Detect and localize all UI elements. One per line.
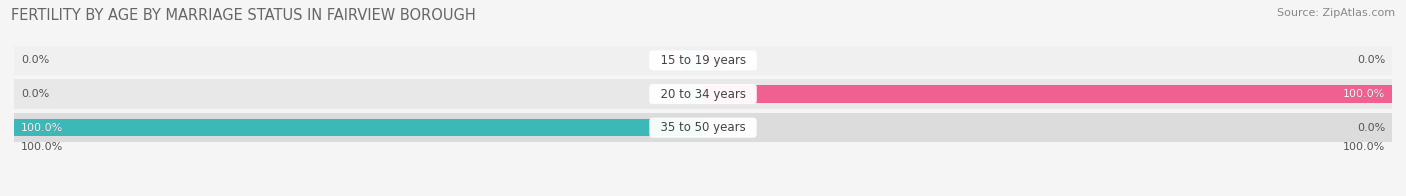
Text: 100.0%: 100.0% <box>1343 89 1385 99</box>
Text: 0.0%: 0.0% <box>21 89 49 99</box>
Bar <box>14 119 703 136</box>
Bar <box>703 85 1392 103</box>
Text: 100.0%: 100.0% <box>1343 142 1385 152</box>
Bar <box>703 52 724 69</box>
Text: 100.0%: 100.0% <box>21 142 63 152</box>
Bar <box>14 46 1392 75</box>
Text: Source: ZipAtlas.com: Source: ZipAtlas.com <box>1277 8 1395 18</box>
Text: 0.0%: 0.0% <box>1357 123 1385 133</box>
Bar <box>703 119 724 136</box>
Text: 100.0%: 100.0% <box>1343 89 1385 99</box>
Text: 35 to 50 years: 35 to 50 years <box>652 121 754 134</box>
Text: 0.0%: 0.0% <box>21 55 49 65</box>
Text: 0.0%: 0.0% <box>1357 55 1385 65</box>
Text: FERTILITY BY AGE BY MARRIAGE STATUS IN FAIRVIEW BOROUGH: FERTILITY BY AGE BY MARRIAGE STATUS IN F… <box>11 8 477 23</box>
Bar <box>14 79 1392 109</box>
Bar <box>14 113 1392 142</box>
Bar <box>682 85 703 103</box>
Text: 100.0%: 100.0% <box>21 123 63 133</box>
Bar <box>682 52 703 69</box>
Text: 15 to 19 years: 15 to 19 years <box>652 54 754 67</box>
Text: 100.0%: 100.0% <box>21 123 63 133</box>
Text: 20 to 34 years: 20 to 34 years <box>652 88 754 101</box>
